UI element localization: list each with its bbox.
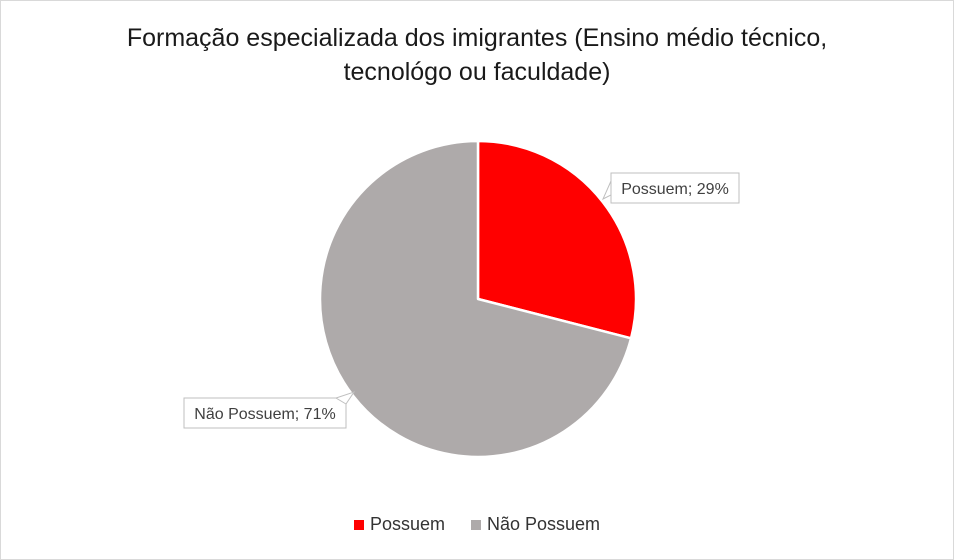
- pie-slice-n-o-possuem: [318, 139, 633, 459]
- data-label-possuem: Possuem; 29%: [601, 172, 740, 204]
- pie-slice-possuem: [476, 139, 638, 340]
- legend-label-nao-possuem: Não Possuem: [486, 514, 601, 534]
- data-label-text: Possuem; 29%: [621, 181, 729, 198]
- data-label-n-o-possuem: Não Possuem; 71%: [183, 391, 356, 429]
- legend-swatch-nao-possuem: [470, 519, 481, 530]
- legend-label-possuem: Possuem: [369, 514, 445, 534]
- legend-swatch-possuem: [353, 519, 364, 530]
- data-label-text: Não Possuem; 71%: [194, 406, 335, 423]
- legend-item-nao-possuem: Não Possuem: [470, 514, 601, 535]
- chart-title-line-1: Formação especializada dos imigrantes (E…: [126, 24, 828, 52]
- legend: Possuem Não Possuem: [1, 514, 953, 535]
- chart-title: Formação especializada dos imigrantes (E…: [1, 21, 953, 89]
- legend-item-possuem: Possuem: [353, 514, 445, 535]
- chart-title-line-2: tecnológo ou faculdade): [343, 58, 611, 86]
